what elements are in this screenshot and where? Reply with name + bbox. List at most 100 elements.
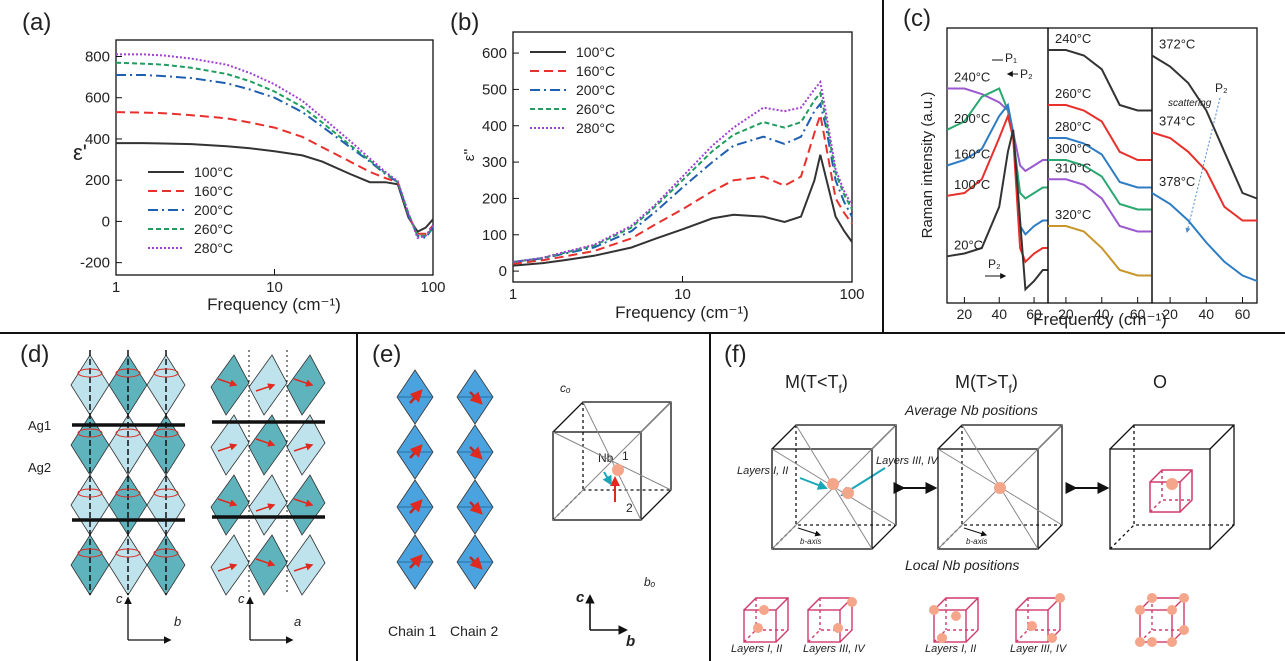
cube-label: bₒ (644, 575, 656, 589)
series-line (1048, 225, 1152, 277)
displacement (409, 389, 423, 404)
y-tick-label: 0 (499, 263, 507, 280)
series-line (512, 79, 853, 263)
atom (1055, 593, 1065, 603)
phase: M(T<T (785, 372, 839, 392)
phase-label: O (1153, 372, 1167, 392)
series-label: 372°C (1159, 37, 1195, 52)
axis-label: b-axis (966, 537, 987, 546)
rotation-mark (153, 368, 179, 378)
axis-arrow (797, 527, 822, 537)
diagonal (552, 401, 672, 521)
legend-label: 260°C (194, 221, 233, 237)
polyhedron (210, 354, 250, 416)
layer-label: Layers III, IV (803, 643, 866, 655)
chain-label: Chain 1 (388, 623, 436, 639)
y-axis-label: Raman intensity (a.u.) (919, 92, 936, 239)
series-label: 280°C (1055, 119, 1091, 134)
cube-label: 1 (622, 449, 629, 463)
series-line (1048, 104, 1152, 161)
y-tick-label: 100 (482, 227, 507, 244)
y-axis-label: ε' (73, 140, 87, 165)
x-tick-label: 20 (1058, 306, 1074, 322)
polyhedron (248, 534, 288, 596)
polyhedron (286, 414, 326, 476)
series-line (1151, 192, 1258, 282)
x-tick-label: 20 (957, 306, 973, 322)
legend-label: 260°C (576, 101, 615, 117)
polyhedron (286, 354, 326, 416)
legend-label: 100°C (194, 164, 233, 180)
displacement (469, 501, 483, 515)
series-line (116, 142, 434, 234)
x-tick-label: 40 (1199, 306, 1215, 322)
rotation-mark (77, 488, 103, 498)
y-tick-label: 200 (85, 172, 110, 189)
series-line (116, 53, 434, 240)
y-tick-label: 400 (482, 118, 507, 135)
series-label: 240°C (954, 70, 990, 85)
series-label: 240°C (1055, 31, 1091, 46)
x-tick-label: 10 (674, 286, 691, 303)
displacement (409, 444, 423, 459)
displacement (217, 498, 238, 507)
cube-hidden-edge (1015, 629, 1060, 643)
polyhedron (210, 474, 250, 536)
section-title: Average Nb positions (904, 402, 1038, 418)
series-label: 100°C (954, 177, 990, 192)
pointer (1185, 97, 1221, 233)
polyhedron (210, 534, 250, 596)
series-line (1151, 54, 1258, 200)
axis-label: b (174, 614, 181, 629)
phase-sub: f (1009, 382, 1013, 396)
plot-frame (1151, 27, 1258, 304)
legend-label: 280°C (576, 120, 615, 136)
phase-label: M(T>Tf) (955, 372, 1018, 396)
series-label: 160°C (954, 147, 990, 162)
site-label: Ag2 (28, 460, 51, 475)
cube-face (933, 609, 967, 643)
displacement (293, 378, 314, 387)
atom (1047, 633, 1057, 643)
cube-hidden-edge (743, 629, 788, 643)
x-tick-label: 40 (991, 306, 1007, 322)
x-tick-label: 60 (1026, 306, 1042, 322)
displacement (602, 471, 613, 486)
series-line (1048, 178, 1152, 233)
displacement (293, 563, 314, 572)
x-tick-label: 20 (1162, 306, 1178, 322)
displacement (409, 554, 423, 569)
phase-close: ) (842, 372, 848, 392)
y-tick-label: 200 (482, 190, 507, 207)
cube-hidden-edge (771, 524, 896, 550)
panel-label: (b) (450, 9, 479, 36)
legend-label: 160°C (194, 183, 233, 199)
legend-label: 200°C (194, 202, 233, 218)
displacement (293, 498, 314, 507)
rotation-mark (153, 488, 179, 498)
x-axis-label: Frequency (cm⁻¹) (615, 303, 749, 322)
series-line (116, 74, 434, 240)
rotation-mark (77, 428, 103, 438)
y-tick-label: 400 (85, 131, 110, 148)
x-tick-label: 1 (509, 286, 517, 303)
legend-label: 100°C (576, 44, 615, 60)
atom (951, 611, 961, 621)
displacement (255, 503, 276, 512)
plot-frame (512, 31, 853, 283)
atom (1135, 605, 1145, 615)
x-tick-label: 100 (839, 286, 864, 303)
x-tick-label: 40 (1094, 306, 1110, 322)
y-axis-label: ε'' (461, 149, 478, 162)
cube-hidden-edge (933, 629, 978, 643)
series-line (1048, 49, 1152, 112)
y-tick-label: 800 (85, 48, 110, 65)
panel-label: (f) (724, 341, 747, 368)
atom (833, 623, 843, 633)
atom (929, 605, 939, 615)
series-label: 310°C (1055, 160, 1091, 175)
series-line (1151, 131, 1257, 222)
polyhedron (210, 414, 250, 476)
panel-label: (a) (22, 9, 51, 36)
